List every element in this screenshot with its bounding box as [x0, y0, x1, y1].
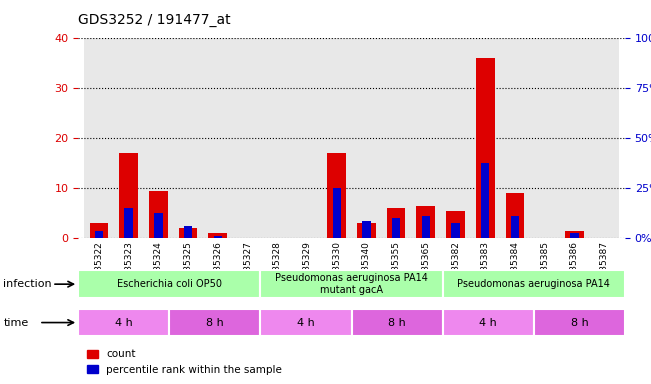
Text: 4 h: 4 h [115, 318, 133, 328]
Text: Pseudomonas aeruginosa PA14
mutant gacA: Pseudomonas aeruginosa PA14 mutant gacA [275, 273, 428, 295]
FancyBboxPatch shape [443, 309, 534, 336]
Bar [565, 230, 584, 238]
FancyBboxPatch shape [78, 270, 260, 298]
Bar [352, 38, 381, 238]
Bar [114, 38, 143, 238]
Text: GDS3252 / 191477_at: GDS3252 / 191477_at [78, 13, 230, 27]
Bar [422, 216, 430, 238]
Bar [417, 206, 436, 238]
Text: 8 h: 8 h [570, 318, 589, 328]
Bar [387, 208, 406, 238]
Bar [381, 38, 411, 238]
Bar [530, 38, 560, 238]
Bar [565, 230, 584, 238]
Bar [357, 223, 376, 238]
Bar [446, 210, 465, 238]
Bar [292, 38, 322, 238]
Text: time: time [3, 318, 29, 328]
Bar [95, 230, 103, 238]
Bar [392, 218, 400, 238]
Bar [333, 188, 341, 238]
Bar [362, 220, 370, 238]
Bar [173, 38, 203, 238]
Bar [441, 38, 471, 238]
FancyBboxPatch shape [534, 309, 625, 336]
Bar [184, 226, 192, 238]
Text: Pseudomonas aeruginosa PA14: Pseudomonas aeruginosa PA14 [458, 279, 610, 289]
Bar [333, 188, 341, 238]
Bar [392, 218, 400, 238]
Bar [422, 216, 430, 238]
Bar [511, 216, 519, 238]
Bar [154, 213, 163, 238]
Bar [179, 228, 197, 238]
Text: infection: infection [3, 279, 52, 289]
Bar [124, 208, 133, 238]
Bar [124, 208, 133, 238]
Bar [90, 223, 108, 238]
Bar [506, 193, 524, 238]
Bar [208, 233, 227, 238]
FancyBboxPatch shape [443, 270, 625, 298]
Bar [506, 193, 524, 238]
Bar [446, 210, 465, 238]
Bar [214, 235, 222, 238]
FancyBboxPatch shape [260, 270, 443, 298]
Bar [560, 38, 589, 238]
Bar [203, 38, 232, 238]
Bar [570, 233, 579, 238]
Bar [184, 226, 192, 238]
Bar [411, 38, 441, 238]
Bar [149, 190, 168, 238]
Bar [322, 38, 352, 238]
Bar [471, 38, 500, 238]
Bar [451, 223, 460, 238]
Bar [481, 163, 490, 238]
Bar [154, 213, 163, 238]
Bar [327, 153, 346, 238]
Bar [570, 233, 579, 238]
Legend: count, percentile rank within the sample: count, percentile rank within the sample [83, 345, 286, 379]
Bar [179, 228, 197, 238]
Bar [95, 230, 103, 238]
Bar [143, 38, 173, 238]
Bar [476, 58, 495, 238]
Bar [387, 208, 406, 238]
Bar [417, 206, 436, 238]
Bar [119, 153, 138, 238]
Text: 8 h: 8 h [206, 318, 224, 328]
Bar [589, 38, 619, 238]
Bar [232, 38, 262, 238]
Bar [362, 220, 370, 238]
FancyBboxPatch shape [78, 309, 169, 336]
Bar [476, 58, 495, 238]
Bar [119, 153, 138, 238]
Text: Escherichia coli OP50: Escherichia coli OP50 [117, 279, 222, 289]
FancyBboxPatch shape [352, 309, 443, 336]
Bar [149, 190, 168, 238]
FancyBboxPatch shape [260, 309, 352, 336]
Bar [84, 38, 114, 238]
Text: 8 h: 8 h [388, 318, 406, 328]
FancyBboxPatch shape [169, 309, 260, 336]
Bar [451, 223, 460, 238]
Bar [511, 216, 519, 238]
Bar [357, 223, 376, 238]
Bar [481, 163, 490, 238]
Text: 4 h: 4 h [297, 318, 315, 328]
Text: 4 h: 4 h [479, 318, 497, 328]
Bar [90, 223, 108, 238]
Bar [262, 38, 292, 238]
Bar [214, 235, 222, 238]
Bar [327, 153, 346, 238]
Bar [208, 233, 227, 238]
Bar [500, 38, 530, 238]
